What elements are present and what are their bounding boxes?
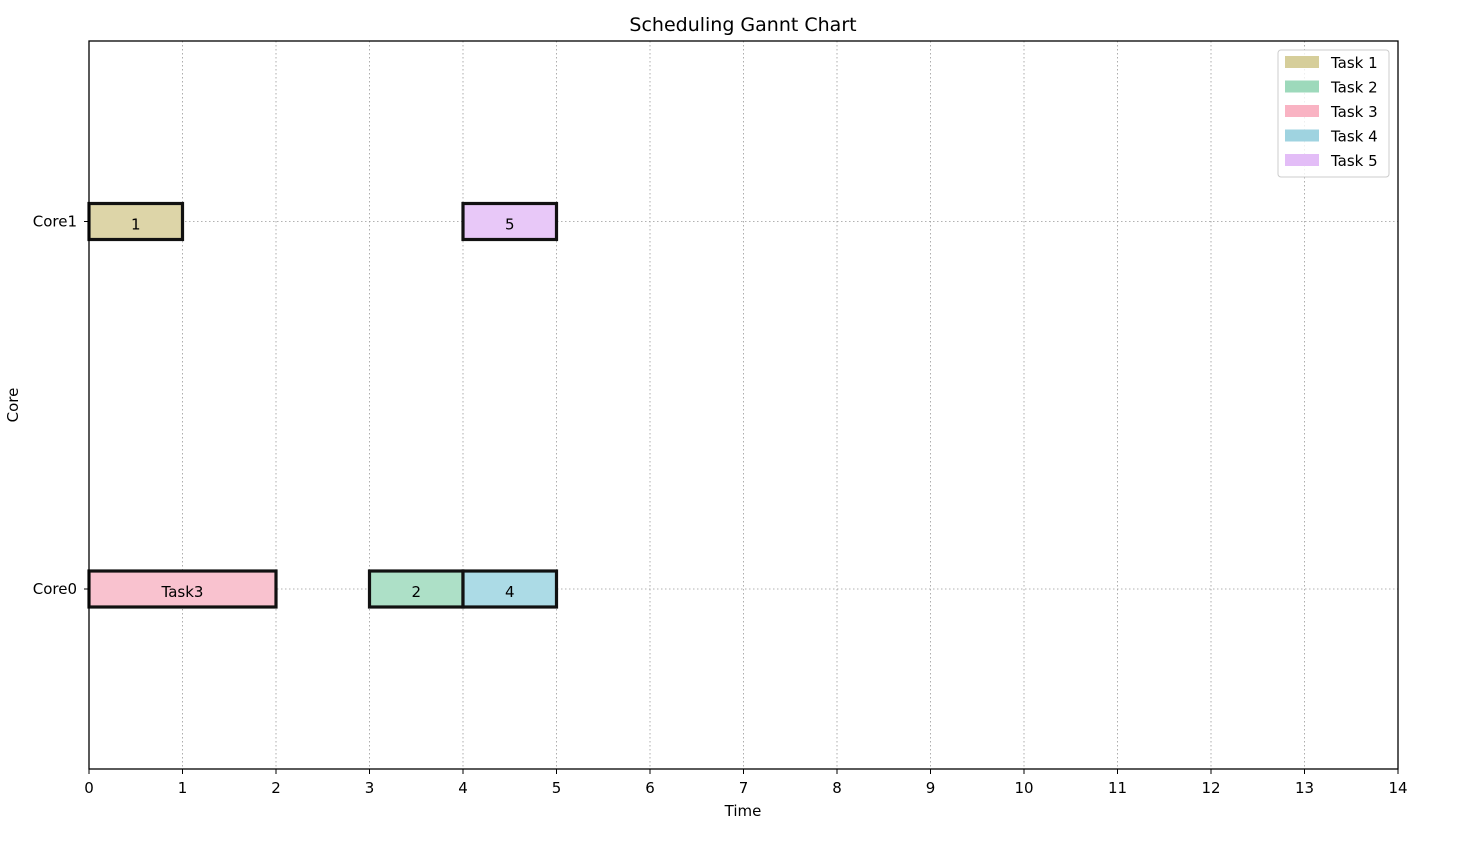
- legend: Task 1 Task 2 Task 3 Task 4 Task 5: [1277, 49, 1390, 178]
- x-tick-label: 0: [84, 779, 94, 797]
- y-tick-label: Core1: [33, 213, 77, 231]
- x-tick-label: 5: [552, 779, 562, 797]
- chart-title: Scheduling Gannt Chart: [629, 14, 856, 36]
- task-bar-label: 1: [131, 216, 141, 234]
- legend-items: Task 1 Task 2 Task 3 Task 4 Task 5: [1285, 54, 1378, 170]
- x-tick-label: 13: [1295, 779, 1314, 797]
- x-tick-label: 4: [458, 779, 468, 797]
- x-axis-label: Time: [724, 802, 762, 820]
- x-tick-label: 9: [926, 779, 936, 797]
- x-tick-label: 7: [739, 779, 749, 797]
- x-tick-label: 1: [178, 779, 188, 797]
- y-axis-label: Core: [4, 388, 22, 423]
- legend-swatch: [1285, 56, 1319, 68]
- task-bar-label: Task3: [161, 583, 204, 601]
- x-tick-label: 3: [365, 779, 375, 797]
- x-axis-ticks: 0 1 2 3 4 5 6 7 8 9 10 11 12 13 14: [84, 769, 1408, 797]
- legend-swatch: [1285, 105, 1319, 117]
- task-bar: [367, 569, 465, 609]
- task-bar: [461, 569, 559, 609]
- legend-label: Task 4: [1330, 128, 1378, 146]
- task-bar: [87, 201, 185, 242]
- x-tick-label: 12: [1201, 779, 1220, 797]
- task-bar-label: 4: [505, 583, 515, 601]
- task-bar: [461, 201, 559, 242]
- legend-label: Task 2: [1330, 79, 1378, 97]
- legend-label: Task 5: [1330, 152, 1378, 170]
- task-bar-label: 5: [505, 216, 515, 234]
- legend-label: Task 1: [1330, 54, 1378, 72]
- x-tick-label: 14: [1388, 779, 1407, 797]
- x-tick-label: 6: [645, 779, 655, 797]
- legend-swatch: [1285, 154, 1319, 166]
- y-tick-label: Core0: [33, 580, 77, 598]
- x-tick-label: 10: [1014, 779, 1033, 797]
- task-bars: 1 5 Task3 2 4: [87, 201, 559, 609]
- legend-swatch: [1285, 129, 1319, 142]
- x-tick-label: 11: [1108, 779, 1127, 797]
- legend-label: Task 3: [1330, 103, 1378, 121]
- grid-lines: [88, 41, 1399, 769]
- x-tick-label: 2: [271, 779, 281, 797]
- y-axis-ticks: Core0 Core1: [33, 213, 89, 598]
- legend-swatch: [1285, 80, 1319, 93]
- x-tick-label: 8: [832, 779, 842, 797]
- task-bar-label: 2: [411, 583, 421, 601]
